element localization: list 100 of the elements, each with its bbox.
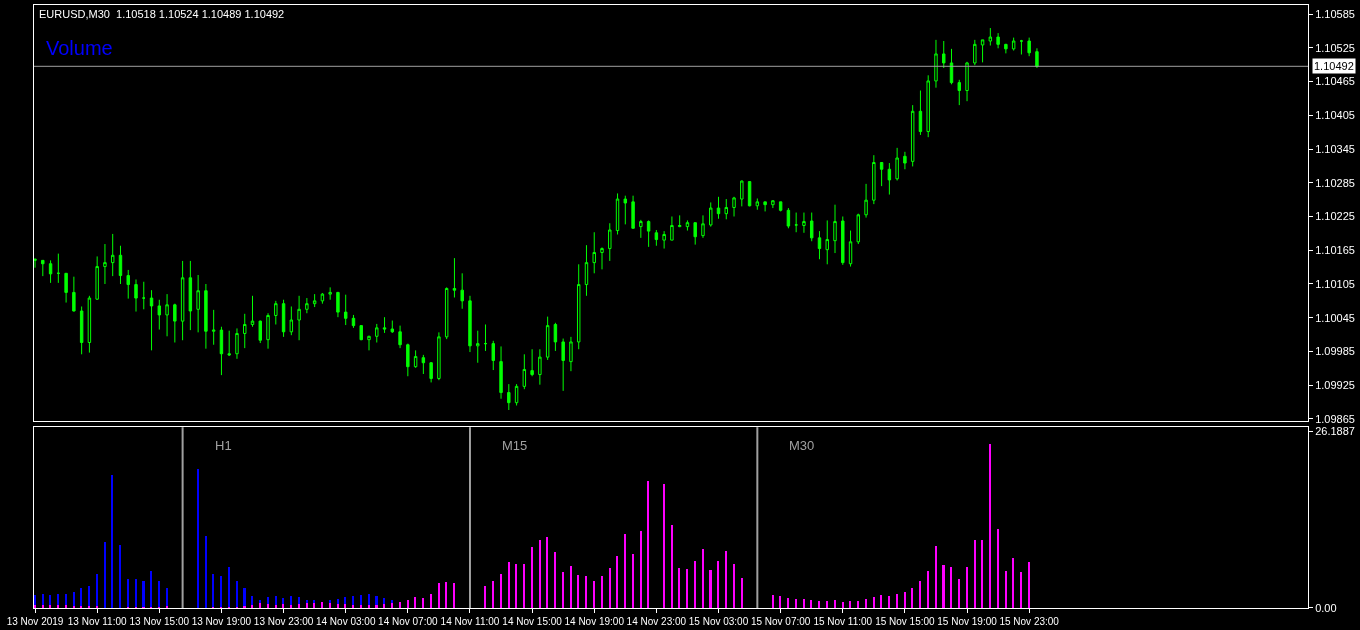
bar	[1012, 558, 1014, 608]
candlestick	[157, 299, 162, 331]
bar	[810, 600, 812, 608]
candlestick	[204, 283, 208, 350]
bar	[686, 569, 688, 608]
bar	[709, 570, 712, 608]
candlestick	[654, 229, 659, 247]
y-tick-label: 1.10165	[1315, 244, 1355, 257]
candlestick	[623, 195, 628, 225]
bar	[624, 534, 626, 608]
bar	[104, 542, 106, 608]
bar	[849, 601, 851, 608]
annotation: Volume	[46, 37, 113, 59]
candlestick	[910, 104, 915, 167]
bar	[834, 600, 836, 608]
bar	[663, 484, 665, 608]
candlestick	[64, 272, 68, 304]
x-tick-label: 15 Nov 07:00	[750, 616, 811, 627]
candlestick	[134, 278, 138, 313]
bar	[733, 564, 735, 608]
bar	[282, 604, 284, 608]
bar	[942, 565, 945, 608]
bar	[958, 579, 960, 608]
y-tick-label: 1.10585	[1315, 7, 1355, 20]
candlestick	[390, 320, 395, 334]
bar	[974, 540, 976, 608]
candlestick	[732, 196, 736, 217]
candlestick	[965, 61, 969, 102]
x-tick-label: 14 Nov 07:00	[378, 616, 439, 627]
candlestick	[856, 213, 861, 245]
candlestick	[740, 180, 744, 207]
bar	[508, 562, 510, 608]
bar	[803, 599, 805, 608]
bar	[570, 566, 572, 608]
ref-line-label: M15	[502, 438, 528, 453]
candlestick	[685, 219, 690, 232]
bar	[725, 551, 727, 608]
candlestick	[359, 325, 363, 341]
bar	[166, 588, 168, 608]
y-tick-label: 1.10465	[1315, 75, 1355, 88]
x-tick-label: 13 Nov 15:00	[129, 616, 190, 627]
candlestick	[219, 326, 224, 376]
candlestick	[180, 260, 185, 341]
candlestick	[763, 201, 767, 212]
bar	[577, 575, 579, 608]
bar	[492, 581, 494, 608]
candlestick	[343, 294, 348, 326]
candlestick	[701, 214, 705, 239]
candlestick	[79, 305, 84, 355]
bar	[42, 605, 44, 608]
candlestick	[375, 323, 379, 343]
bar	[88, 586, 90, 608]
candlestick	[786, 207, 791, 229]
candlestick	[258, 320, 262, 344]
bar	[205, 536, 207, 608]
candlestick	[56, 253, 61, 284]
bar	[616, 556, 618, 608]
bar	[375, 605, 378, 608]
candlestick	[670, 215, 674, 241]
x-tick-label: 13 Nov 11:00	[67, 616, 127, 627]
bar	[857, 601, 859, 608]
bar	[779, 596, 781, 608]
candlestick	[48, 259, 53, 284]
bar	[275, 605, 277, 608]
x-tick-label: 14 Nov 15:00	[502, 616, 563, 627]
bar	[119, 545, 121, 608]
bar	[484, 586, 486, 608]
bar	[150, 571, 152, 608]
candlestick	[592, 231, 596, 274]
candlestick	[709, 201, 713, 228]
candlestick	[312, 293, 317, 308]
bar	[694, 561, 696, 608]
y-tick-label: 1.09985	[1315, 345, 1355, 358]
bar	[135, 579, 137, 608]
candlestick	[864, 183, 868, 219]
candlestick	[576, 263, 581, 350]
bar	[935, 546, 937, 608]
candlestick	[34, 258, 37, 269]
bar	[220, 576, 222, 608]
bar	[57, 605, 59, 608]
bar	[919, 581, 921, 608]
bar	[399, 602, 401, 608]
candlestick	[879, 162, 884, 187]
bar	[500, 574, 502, 608]
y-tick-label: 1.10345	[1315, 142, 1355, 155]
candlestick	[522, 353, 527, 390]
bar	[236, 581, 238, 608]
y-tick-label: 1.10045	[1315, 311, 1355, 324]
ref-line-label: 1.10492	[1314, 60, 1354, 72]
candlestick	[110, 233, 115, 277]
candlestick	[413, 349, 418, 369]
y-tick-label: 0.00	[1315, 601, 1337, 614]
bar	[950, 567, 952, 608]
candlestick	[1027, 37, 1031, 57]
candlestick	[421, 354, 426, 375]
bar	[523, 564, 525, 608]
bar	[407, 600, 409, 608]
candlestick	[95, 255, 99, 301]
bar	[896, 594, 898, 608]
bar	[212, 574, 214, 608]
